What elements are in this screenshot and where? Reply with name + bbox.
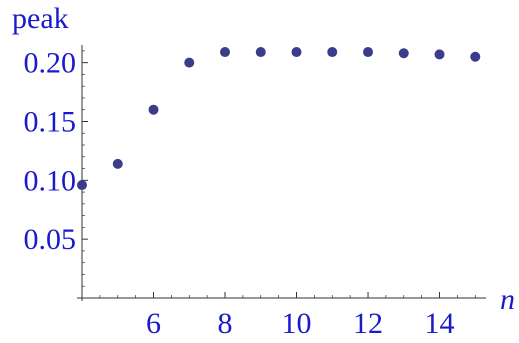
data-point bbox=[220, 47, 231, 58]
ticks: 6 8 10 12 14 0.05 0.10 0.15 0.20 bbox=[24, 47, 476, 340]
data-point bbox=[255, 47, 266, 58]
data-point bbox=[291, 47, 302, 58]
data-point bbox=[434, 49, 445, 60]
x-tick-label: 14 bbox=[425, 307, 455, 340]
x-tick-label: 6 bbox=[146, 307, 161, 340]
data-point bbox=[77, 180, 87, 191]
data-point bbox=[363, 47, 374, 58]
y-axis-label: peak bbox=[12, 2, 69, 35]
data-point bbox=[184, 57, 195, 68]
x-tick-label: 10 bbox=[282, 307, 312, 340]
data-point bbox=[470, 51, 481, 62]
axes bbox=[77, 45, 486, 301]
y-tick-label: 0.20 bbox=[24, 47, 77, 80]
x-tick-label: 12 bbox=[353, 307, 383, 340]
data-point bbox=[327, 47, 338, 58]
x-tick-label: 8 bbox=[218, 307, 233, 340]
y-tick-label: 0.15 bbox=[24, 105, 77, 138]
x-axis-label: n bbox=[500, 283, 515, 316]
y-tick-label: 0.05 bbox=[24, 223, 77, 256]
data-point bbox=[398, 48, 409, 59]
data-point bbox=[148, 104, 159, 115]
data-points bbox=[77, 47, 481, 191]
data-point bbox=[112, 158, 123, 169]
y-tick-label: 0.10 bbox=[24, 164, 77, 197]
